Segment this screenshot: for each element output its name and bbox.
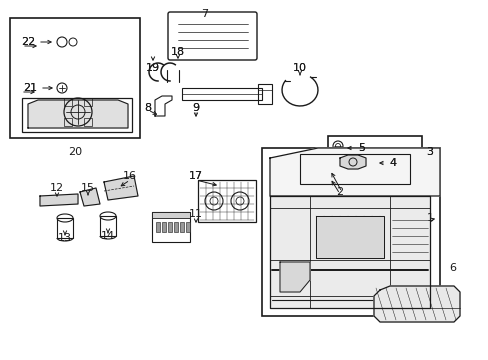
Bar bbox=[258, 84, 271, 104]
Text: 9: 9 bbox=[192, 103, 199, 113]
Text: 4: 4 bbox=[388, 158, 396, 168]
Text: 9: 9 bbox=[192, 103, 199, 113]
Text: 18: 18 bbox=[171, 47, 184, 57]
Bar bbox=[57, 218, 73, 238]
Text: 14: 14 bbox=[101, 231, 115, 241]
Polygon shape bbox=[269, 196, 429, 308]
Polygon shape bbox=[339, 155, 365, 169]
Text: 10: 10 bbox=[292, 63, 306, 73]
Polygon shape bbox=[104, 176, 138, 200]
Bar bbox=[152, 212, 190, 242]
Text: 13: 13 bbox=[58, 233, 72, 243]
Text: 3: 3 bbox=[426, 147, 433, 157]
Bar bbox=[64, 118, 72, 126]
Bar bbox=[174, 222, 178, 232]
Polygon shape bbox=[40, 194, 78, 206]
Text: 20: 20 bbox=[68, 147, 82, 157]
Text: 22: 22 bbox=[21, 37, 35, 47]
Text: 17: 17 bbox=[188, 171, 203, 181]
Text: 8: 8 bbox=[144, 103, 151, 113]
Text: 18: 18 bbox=[171, 47, 184, 57]
Bar bbox=[182, 88, 262, 100]
Bar bbox=[156, 222, 160, 232]
Text: 21: 21 bbox=[23, 83, 37, 93]
Text: 5: 5 bbox=[358, 143, 365, 153]
Polygon shape bbox=[280, 262, 309, 292]
Bar bbox=[10, 18, 140, 138]
Text: 3: 3 bbox=[426, 147, 433, 157]
Bar bbox=[299, 154, 409, 184]
Text: 15: 15 bbox=[81, 183, 95, 193]
Text: 7: 7 bbox=[201, 9, 208, 19]
Text: 1: 1 bbox=[426, 213, 433, 223]
Text: 17: 17 bbox=[188, 171, 203, 181]
Text: 22: 22 bbox=[21, 37, 35, 47]
Bar bbox=[327, 136, 421, 190]
Polygon shape bbox=[80, 188, 100, 206]
Bar bbox=[152, 212, 190, 218]
Polygon shape bbox=[315, 216, 383, 258]
Bar bbox=[168, 222, 172, 232]
Text: 6: 6 bbox=[448, 263, 456, 273]
Text: 21: 21 bbox=[23, 83, 37, 93]
Text: 4: 4 bbox=[388, 158, 396, 168]
Text: 5: 5 bbox=[358, 143, 365, 153]
Bar bbox=[162, 222, 165, 232]
Text: 16: 16 bbox=[123, 171, 137, 181]
Polygon shape bbox=[373, 286, 459, 322]
Text: 19: 19 bbox=[145, 63, 160, 73]
Bar bbox=[22, 98, 132, 132]
Bar bbox=[185, 222, 190, 232]
Text: 12: 12 bbox=[50, 183, 64, 193]
Polygon shape bbox=[28, 100, 128, 128]
Text: 8: 8 bbox=[144, 103, 151, 113]
Polygon shape bbox=[269, 148, 439, 196]
Text: 19: 19 bbox=[145, 63, 160, 73]
Bar bbox=[180, 222, 183, 232]
Bar bbox=[198, 180, 256, 222]
Bar bbox=[262, 148, 439, 316]
Text: 2: 2 bbox=[336, 187, 343, 197]
Bar bbox=[84, 98, 92, 106]
Bar bbox=[64, 98, 72, 106]
Text: 11: 11 bbox=[189, 209, 203, 219]
Text: 10: 10 bbox=[292, 63, 306, 73]
Bar bbox=[100, 216, 116, 236]
Bar bbox=[84, 118, 92, 126]
